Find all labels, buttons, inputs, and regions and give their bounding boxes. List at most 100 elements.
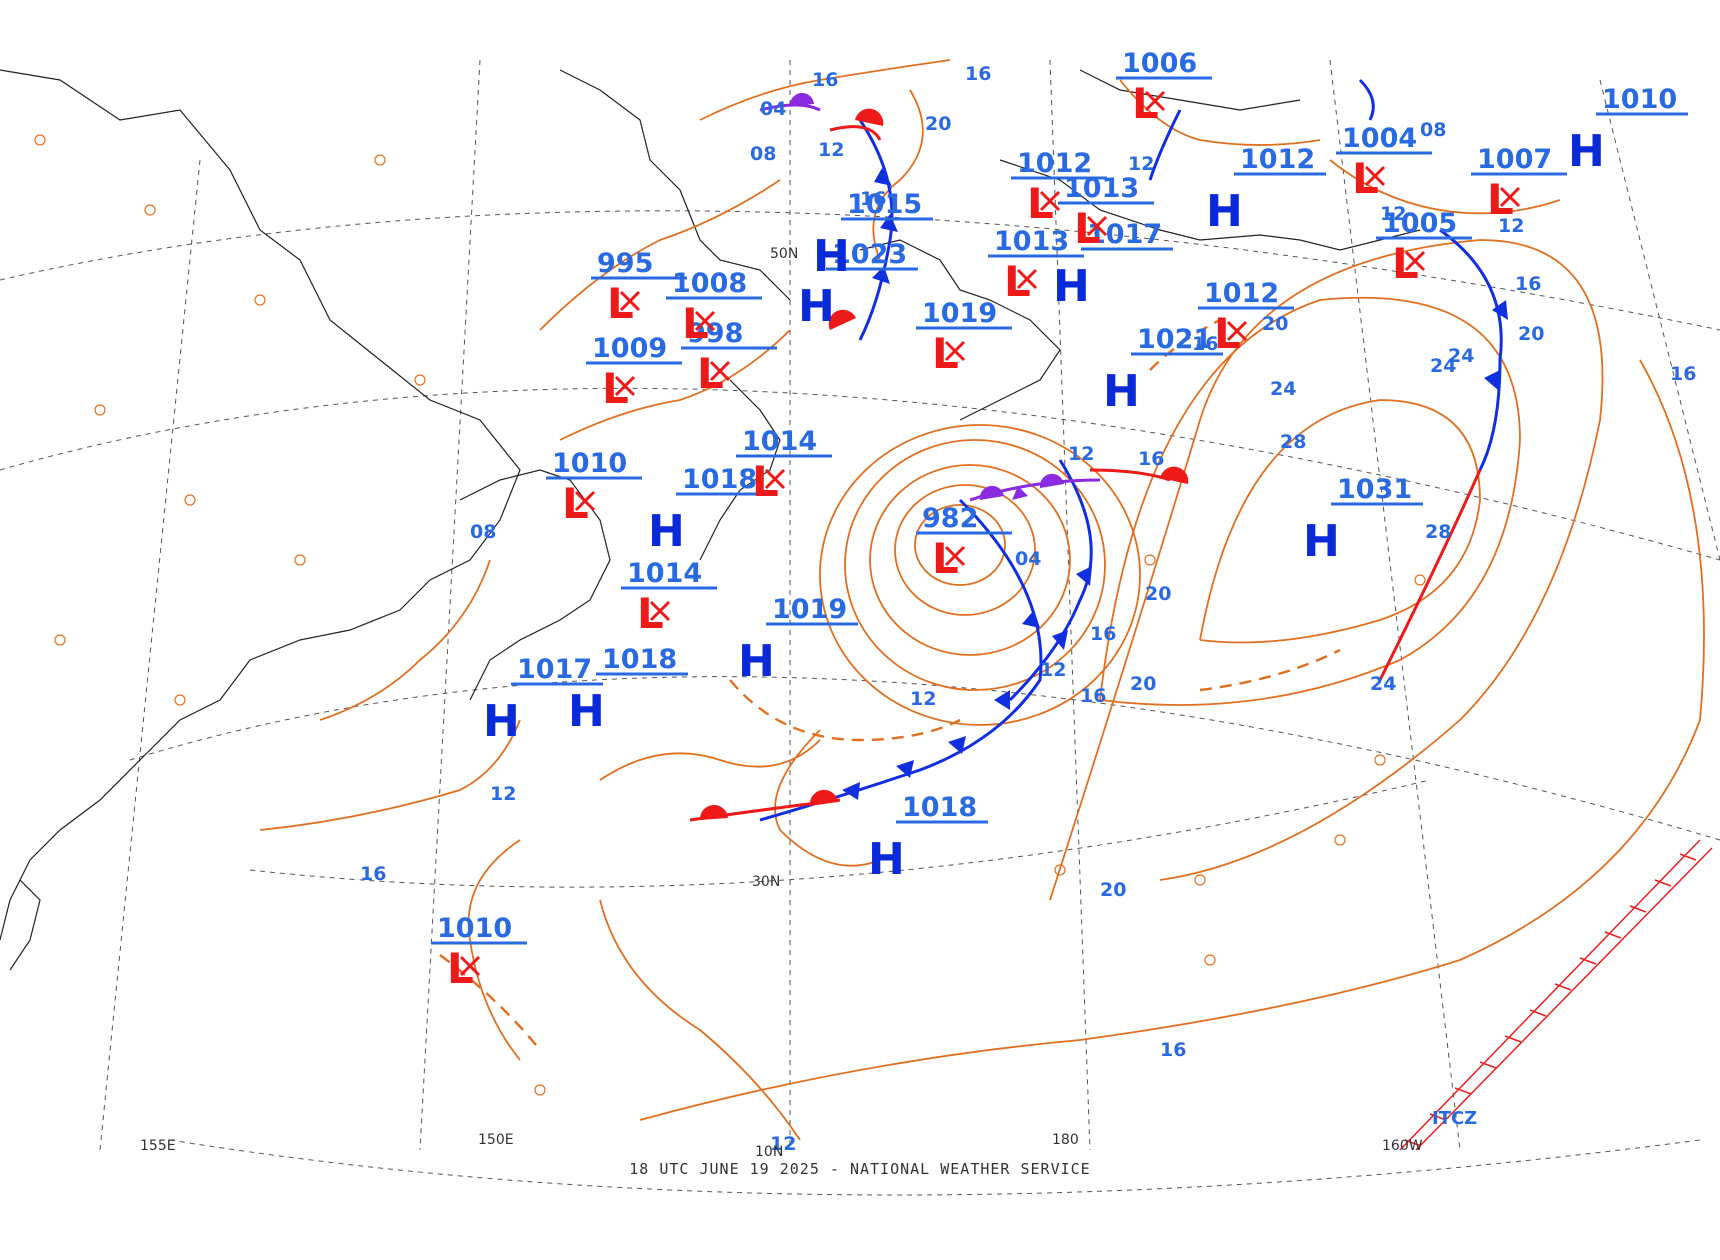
isobar-label: 16 [1090, 623, 1116, 645]
isobar-label: 12 [770, 1133, 796, 1155]
low-cross [1226, 320, 1248, 342]
low-cross [1404, 250, 1426, 272]
isobar-label: 24 [1430, 355, 1456, 377]
isobar-label: 20 [1130, 673, 1156, 695]
low-value: 1004 [1342, 123, 1417, 154]
high-letter: H [868, 834, 905, 885]
low-value: 1010 [552, 448, 627, 479]
low-value: 998 [687, 318, 743, 349]
isobar-label: 08 [1420, 119, 1446, 141]
isobar-label: 24 [1370, 673, 1396, 695]
low-cross [574, 490, 596, 512]
low-letter: L [932, 534, 959, 583]
cold-fronts [759, 78, 1503, 822]
high-letter: H [813, 231, 850, 282]
low-value: 1010 [437, 913, 512, 944]
high-center: H 1018 [648, 464, 768, 557]
isobar-label: 20 [925, 113, 951, 135]
isobar-label: 08 [750, 143, 776, 165]
grid-label-50n: 50N [770, 246, 798, 262]
high-center: H 1015 [813, 189, 933, 282]
itcz [1399, 839, 1713, 1151]
high-pressure-centers: H1023H1015H1017H1021H1012H1018H1031H1018… [483, 84, 1688, 885]
isobar-label: 12 [490, 783, 516, 805]
low-value: 1014 [742, 426, 817, 457]
isobar-label: 12 [1128, 153, 1154, 175]
low-value: 1005 [1382, 208, 1457, 239]
station-plots [34, 134, 1426, 1096]
grid-label-155e: 155E [140, 1138, 176, 1154]
low-cross [1144, 90, 1166, 112]
low-letter: L [932, 329, 959, 378]
grid-label-10n: 10N [755, 1144, 783, 1160]
high-letter: H [1103, 366, 1140, 417]
high-letter: H [1053, 261, 1090, 312]
isobar-label: 16 [1192, 333, 1218, 355]
grid-label-30n: 30N [752, 874, 780, 890]
isobar-label: 12 [818, 139, 844, 161]
low-cross [1364, 165, 1386, 187]
isobar-label: 20 [1518, 323, 1544, 345]
low-cross [1039, 190, 1061, 212]
isobar-label: 12 [910, 688, 936, 710]
isobar-label: 20 [1145, 583, 1171, 605]
footer-source: NATIONAL WEATHER SERVICE [849, 1160, 1091, 1178]
low-value: 1008 [672, 268, 747, 299]
isobars [259, 59, 1705, 1141]
high-value: 1023 [832, 239, 907, 270]
high-value: 1019 [772, 594, 847, 625]
high-center: H 1012 [1206, 144, 1326, 237]
low-cross [694, 310, 716, 332]
isobar-label: 16 [1670, 363, 1696, 385]
high-center: H 1018 [868, 792, 988, 885]
troughs [439, 318, 1341, 1051]
low-value: 1019 [922, 298, 997, 329]
low-value: 1012 [1204, 278, 1279, 309]
high-letter: H [798, 281, 835, 332]
low-cross [1086, 215, 1108, 237]
isobar-labels: 12 16 20 24 28 08 04 16 12 20 24 28 12 16 20 16 12 08 16 12… [360, 63, 1696, 1155]
low-letter: L [682, 299, 709, 348]
high-letter: H [738, 636, 775, 687]
low-letter: L [1027, 179, 1054, 228]
high-letter: H [568, 686, 605, 737]
isobar-label: 04 [1015, 548, 1041, 570]
low-letter: L [752, 457, 779, 506]
high-value: 1010 [1602, 84, 1677, 115]
high-value: 1017 [517, 654, 592, 685]
map-footer: 18 UTC JUNE 19 2025 - NATIONAL WEATHER S… [0, 1160, 1720, 1178]
low-cross [459, 955, 481, 977]
low-letter: L [1392, 239, 1419, 288]
grid-label-180: 180 [1052, 1132, 1079, 1148]
coastlines [0, 69, 1421, 971]
low-value: 1012 [1017, 148, 1092, 179]
footer-separator: - [819, 1160, 850, 1178]
isobar-label: 24 [1448, 345, 1474, 367]
low-value: 1014 [627, 558, 702, 589]
high-value: 1018 [602, 644, 677, 675]
isobar-label: 16 [860, 188, 886, 210]
grid-label-150e: 150E [478, 1132, 514, 1148]
high-letter: H [1206, 186, 1243, 237]
isobar-label: 16 [812, 69, 838, 91]
isobar-label: 24 [1270, 378, 1296, 400]
itcz-label: ITCZ [1432, 1108, 1477, 1129]
low-letter: L [447, 944, 474, 993]
high-value: 1018 [682, 464, 757, 495]
high-value: 1015 [847, 189, 922, 220]
low-cross [614, 375, 636, 397]
low-cross [709, 360, 731, 382]
high-value: 1031 [1337, 474, 1412, 505]
